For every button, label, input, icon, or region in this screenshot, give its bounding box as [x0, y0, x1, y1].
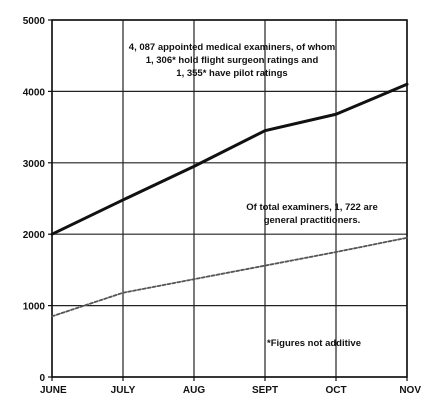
annotation-mid-line-1: Of total examiners, 1, 722 are — [246, 202, 377, 213]
y-tick-label: 5000 — [23, 16, 46, 27]
y-tick-label: 0 — [39, 373, 45, 384]
data-point — [406, 83, 408, 86]
data-point — [335, 113, 337, 116]
y-tick-label: 1000 — [23, 302, 46, 313]
x-tick-label: OCT — [325, 385, 346, 396]
x-tick-label: NOV — [399, 385, 421, 396]
data-point — [264, 129, 266, 132]
y-tick-label: 3000 — [23, 159, 46, 170]
plot-border — [51, 19, 408, 378]
series-line-total — [50, 82, 409, 236]
annotation-footnote: *Figures not additive — [267, 338, 361, 349]
annotation-top-line-3: 1, 355* have pilot ratings — [176, 68, 287, 79]
data-point — [193, 165, 195, 168]
data-point — [264, 264, 266, 267]
data-point — [335, 251, 337, 253]
annotation-top-line-2: 1, 306* hold flight surgeon ratings and — [146, 55, 319, 66]
x-tick-label: JUNE — [40, 385, 67, 396]
data-point — [122, 291, 124, 294]
annotation-top-line-1: 4, 087 appointed medical examiners, of w… — [129, 42, 335, 53]
series-lines — [50, 82, 409, 318]
x-axis-ticks: JUNE JULY AUG SEPT OCT NOV — [40, 377, 421, 396]
y-tick-label: 4000 — [23, 87, 46, 98]
plot-frame — [51, 19, 408, 378]
series-line-dashed — [51, 236, 408, 318]
data-point — [51, 233, 53, 235]
x-tick-label: JULY — [111, 385, 136, 396]
y-axis-ticks: 0 1000 2000 3000 4000 5000 — [23, 16, 52, 384]
data-point — [406, 236, 408, 239]
data-point — [51, 315, 53, 318]
x-tick-label: SEPT — [252, 385, 278, 396]
x-tick-label: AUG — [183, 385, 205, 396]
data-point — [122, 199, 124, 201]
data-point — [193, 278, 195, 280]
y-tick-label: 2000 — [23, 230, 46, 241]
annotation-mid-line-2: general practitioners. — [264, 215, 361, 226]
